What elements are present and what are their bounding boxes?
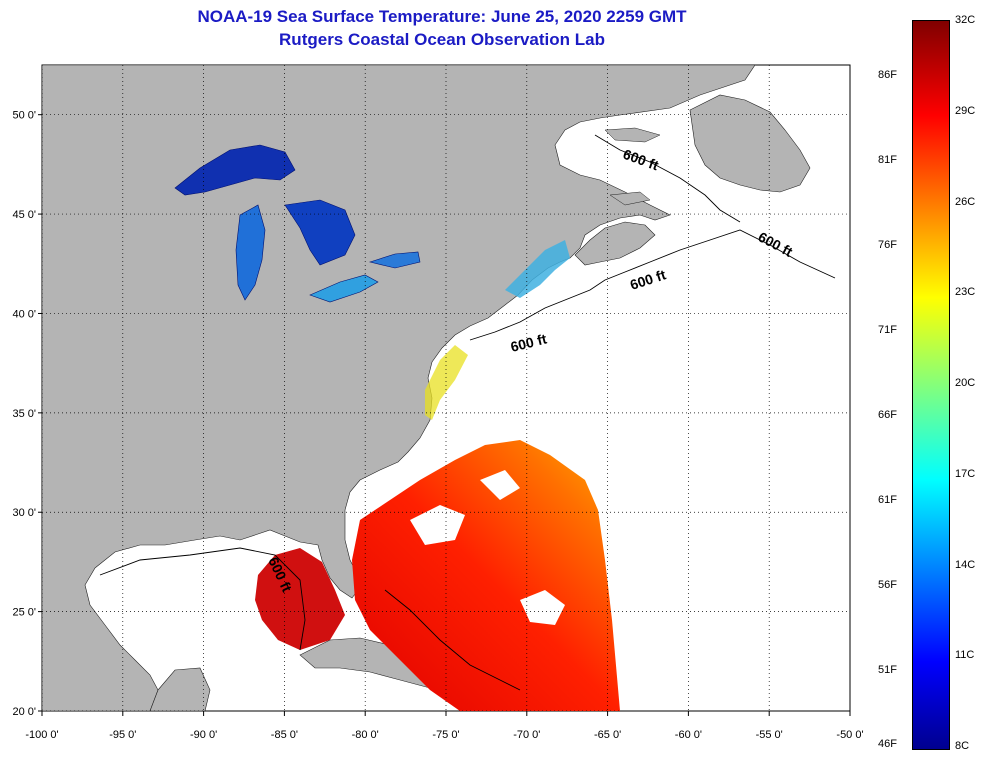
fahrenheit-label: 71F — [878, 324, 897, 336]
bathymetry-contour — [469, 229, 836, 341]
land-newfoundland — [689, 94, 811, 193]
land-anticosti — [604, 127, 661, 143]
cloud-patch — [480, 470, 520, 500]
lake-erie — [309, 274, 379, 303]
longitude-tick-label: -95 0' — [109, 729, 136, 741]
lake-superior — [174, 144, 296, 196]
fahrenheit-label: 66F — [878, 409, 897, 421]
longitude-tick-label: -100 0' — [25, 729, 58, 741]
celsius-label: 8C — [955, 740, 970, 752]
land-yucatan — [149, 667, 211, 711]
fahrenheit-label: 46F — [878, 738, 897, 750]
celsius-label: 11C — [955, 649, 975, 662]
latitude-axis: 50 0' 45 0' 40 0' 35 0' 30 0' 25 0' 20 0' — [12, 110, 42, 718]
latitude-tick-label: 20 0' — [12, 706, 36, 718]
celsius-label: 20C — [955, 377, 976, 389]
fahrenheit-label: 81F — [878, 154, 897, 166]
fahrenheit-label: 76F — [878, 239, 897, 251]
fahrenheit-label: 86F — [878, 69, 897, 81]
latitude-tick-label: 40 0' — [12, 308, 36, 320]
land-maritimes — [574, 221, 656, 266]
land-north-america — [42, 65, 756, 711]
celsius-label: 26C — [955, 195, 976, 208]
longitude-tick-label: -65 0' — [594, 729, 621, 741]
celsius-label: 32C — [955, 14, 976, 26]
bathymetry-contour — [99, 547, 306, 651]
fahrenheit-label: 56F — [878, 579, 897, 591]
latitude-tick-label: 30 0' — [12, 507, 36, 519]
sst-mid-atlantic-shelf — [425, 345, 468, 420]
land-pei — [609, 191, 651, 206]
cloud-patch — [410, 505, 465, 545]
fahrenheit-label: 61F — [878, 494, 897, 506]
bathymetry-contour — [594, 134, 741, 223]
fahrenheit-label: 51F — [878, 664, 897, 676]
latitude-tick-label: 45 0' — [12, 209, 36, 221]
latitude-tick-label: 25 0' — [12, 607, 36, 619]
celsius-label: 17C — [955, 467, 976, 480]
latitude-tick-label: 50 0' — [12, 110, 36, 122]
celsius-label: 14C — [955, 558, 976, 571]
celsius-label: 23C — [955, 286, 976, 299]
map-subtitle: Rutgers Coastal Ocean Observation Lab — [279, 30, 605, 49]
latitude-tick-label: 35 0' — [12, 408, 36, 420]
longitude-tick-label: -90 0' — [190, 729, 217, 741]
longitude-tick-label: -50 0' — [836, 729, 863, 741]
longitude-tick-label: -85 0' — [271, 729, 298, 741]
longitude-tick-label: -75 0' — [432, 729, 459, 741]
map-title: NOAA-19 Sea Surface Temperature: June 25… — [197, 7, 687, 26]
longitude-tick-label: -55 0' — [756, 729, 783, 741]
graticule — [42, 65, 850, 711]
celsius-label: 29C — [955, 104, 976, 117]
bathymetry-contour — [384, 589, 521, 691]
longitude-tick-label: -60 0' — [675, 729, 702, 741]
lake-ontario — [368, 251, 421, 269]
sst-gulf-of-mexico — [255, 548, 345, 650]
sst-warm-atlantic — [352, 440, 620, 711]
cloud-patch — [520, 590, 565, 625]
temperature-colorbar — [912, 20, 950, 750]
lake-huron — [284, 199, 356, 266]
lake-michigan — [235, 204, 266, 301]
longitude-axis: -100 0' -95 0' -90 0' -85 0' -80 0' -75 0' -70… — [25, 711, 864, 741]
sst-gulf-of-maine — [505, 240, 570, 298]
longitude-tick-label: -70 0' — [513, 729, 540, 741]
longitude-tick-label: -80 0' — [352, 729, 379, 741]
